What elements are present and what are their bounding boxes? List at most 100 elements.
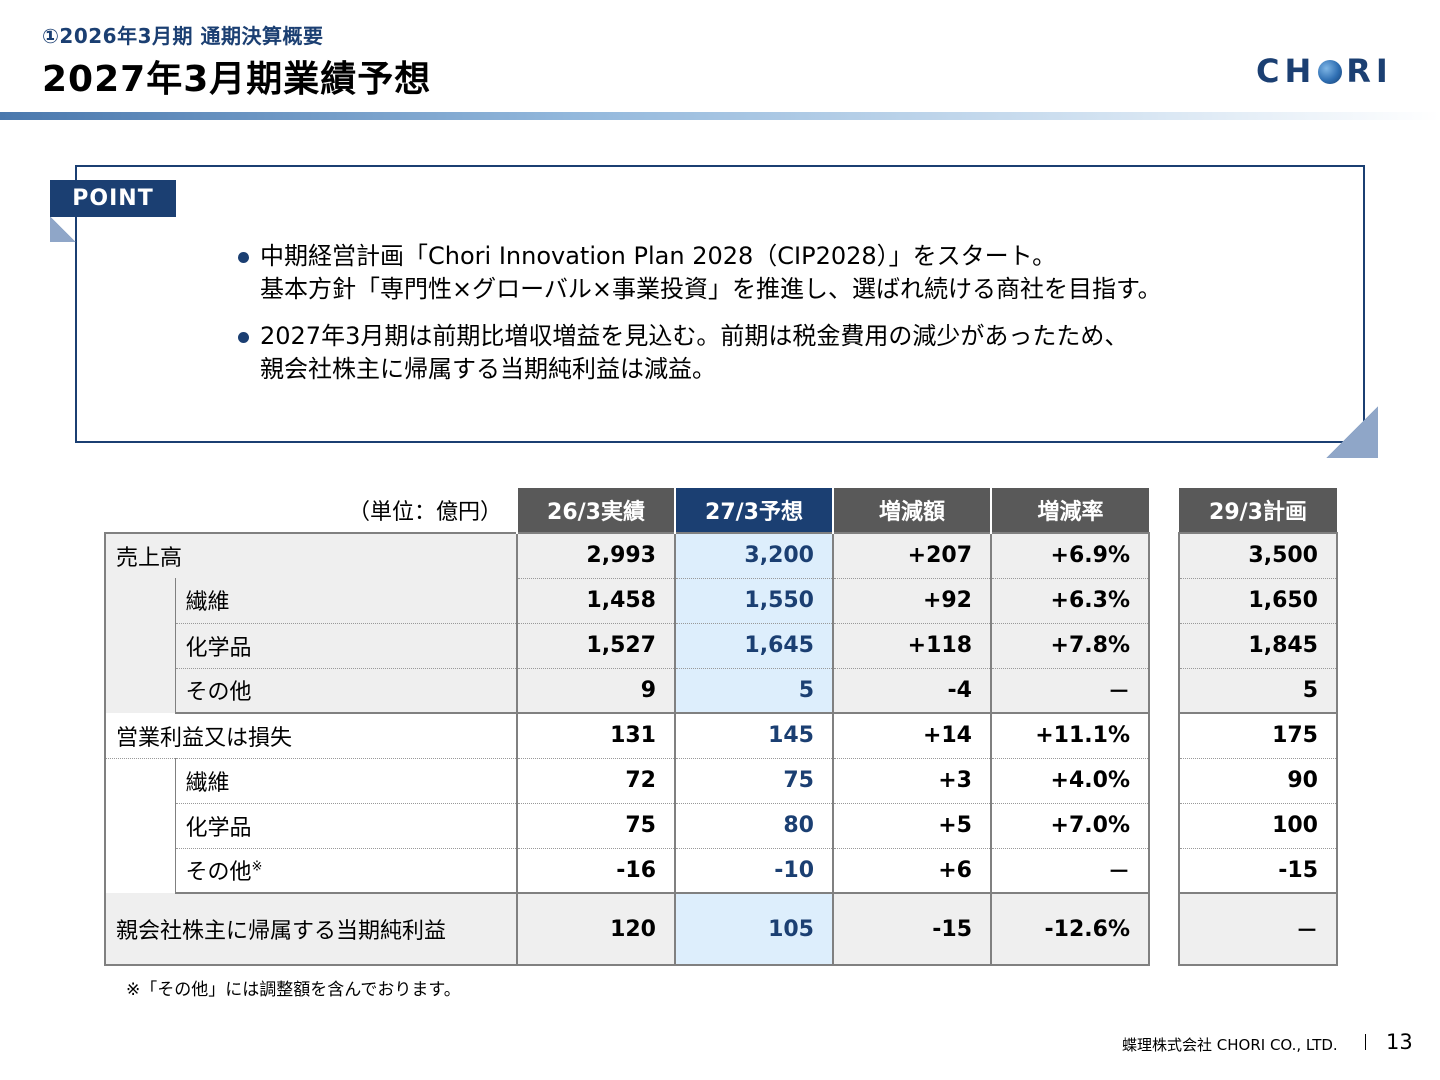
row-label: 売上高 — [104, 532, 518, 578]
logo-text-right: RI — [1346, 52, 1393, 90]
globe-icon — [1318, 60, 1343, 84]
row-label: 繊維 — [174, 578, 518, 624]
row-label: 化学品 — [174, 623, 518, 669]
cell: 75 — [675, 758, 834, 804]
cell: 3,500 — [1178, 532, 1338, 579]
row-label-text: その他 — [185, 860, 252, 886]
cell: 131 — [517, 713, 676, 759]
cell: 120 — [517, 893, 676, 966]
cell: -4 — [833, 668, 992, 714]
footer-separator — [1365, 1034, 1366, 1050]
cell: 80 — [675, 803, 834, 849]
bullet-line: 中期経営計画「Chori Innovation Plan 2028（CIP202… — [260, 242, 1057, 270]
bullet-dot-icon — [238, 252, 249, 263]
cell: 1,650 — [1178, 578, 1338, 624]
row-label: 繊維 — [174, 758, 518, 804]
column-gap — [1149, 803, 1179, 848]
forecast-table: （単位：億円） 26/3実績 27/3予想 増減額 増減率 29/3計画 売上高… — [104, 488, 1338, 966]
bullet-line: 2027年3月期は前期比増収増益を見込む。前期は税金費用の減少があったため、 — [260, 322, 1129, 350]
cell: 2,993 — [517, 532, 676, 579]
cell: 5 — [1178, 668, 1338, 714]
bullet-line: 親会社株主に帰属する当期純利益は減益。 — [260, 355, 716, 383]
cell: +118 — [833, 623, 992, 669]
cell: 5 — [675, 668, 834, 714]
table-header-row: （単位：億円） 26/3実績 27/3予想 増減額 増減率 29/3計画 — [105, 488, 1337, 533]
column-gap — [1149, 623, 1179, 668]
cell: 175 — [1178, 713, 1338, 759]
section-subtitle: ①2026年3月期 通期決算概要 — [42, 24, 324, 48]
bullet-item: 2027年3月期は前期比増収増益を見込む。前期は税金費用の減少があったため、 親… — [238, 320, 1318, 386]
cell: -10 — [675, 848, 834, 894]
cell: +14 — [833, 713, 992, 759]
point-corner-decoration — [1326, 406, 1378, 458]
cell: 9 — [517, 668, 676, 714]
column-gap — [1149, 578, 1179, 623]
col-header: 増減額 — [832, 488, 991, 533]
point-box — [75, 165, 1365, 443]
page-number: 13 — [1386, 1030, 1413, 1054]
cell: 145 — [675, 713, 834, 759]
cell: -12.6% — [991, 893, 1150, 966]
point-bullets: 中期経営計画「Chori Innovation Plan 2028（CIP202… — [238, 240, 1318, 400]
column-gap — [1149, 668, 1179, 713]
row-label: 親会社株主に帰属する当期純利益 — [104, 893, 518, 966]
row-label: 営業利益又は損失 — [104, 713, 518, 759]
point-label-fold — [50, 216, 76, 242]
cell: -15 — [833, 893, 992, 966]
cell: 1,845 — [1178, 623, 1338, 669]
table-row: 化学品 1,527 1,645 +118 +7.8% 1,845 — [105, 623, 1338, 669]
cell: 1,550 — [675, 578, 834, 624]
row-label: 化学品 — [174, 803, 518, 849]
unit-label: （単位：億円） — [105, 488, 517, 533]
row-label: その他※ — [174, 848, 518, 894]
table-row: その他※ -16 -10 +6 － -15 — [105, 848, 1338, 894]
cell: 105 — [675, 893, 834, 966]
cell: +6.3% — [991, 578, 1150, 624]
cell: 1,458 — [517, 578, 676, 624]
cell: +11.1% — [991, 713, 1150, 759]
bullet-dot-icon — [238, 332, 249, 343]
cell: +7.0% — [991, 803, 1150, 849]
bullet-line: 基本方針「専門性×グローバル×事業投資」を推進し、選ばれ続ける商社を目指す。 — [260, 275, 1162, 303]
cell: 1,645 — [675, 623, 834, 669]
column-gap — [1149, 893, 1179, 965]
cell: 100 — [1178, 803, 1338, 849]
row-label: その他 — [174, 668, 518, 714]
table-row: 売上高 2,993 3,200 +207 +6.9% 3,500 — [104, 532, 1338, 579]
footer-company: 蝶理株式会社 CHORI CO., LTD. — [1122, 1036, 1338, 1054]
cell: -16 — [517, 848, 676, 894]
header-gradient-bar — [0, 112, 1440, 120]
cell: +7.8% — [991, 623, 1150, 669]
note-mark: ※ — [251, 859, 263, 875]
cell: +5 — [833, 803, 992, 849]
table-row: 親会社株主に帰属する当期純利益 120 105 -15 -12.6% － — [104, 893, 1338, 966]
cell: +4.0% — [991, 758, 1150, 804]
table-row: 化学品 75 80 +5 +7.0% 100 — [105, 803, 1338, 849]
cell: 75 — [517, 803, 676, 849]
col-header: 26/3実績 — [516, 488, 675, 533]
table-row: 繊維 1,458 1,550 +92 +6.3% 1,650 — [104, 578, 1338, 713]
cell: -15 — [1178, 848, 1338, 894]
row-indent — [104, 758, 175, 893]
col-header: 増減率 — [990, 488, 1149, 533]
cell: +6 — [833, 848, 992, 894]
column-gap — [1149, 713, 1179, 758]
page-title: 2027年3月期業績予想 — [42, 59, 432, 100]
footnote: ※「その他」には調整額を含んでおります。 — [126, 980, 461, 1000]
cell: 90 — [1178, 758, 1338, 804]
row-indent — [104, 578, 175, 713]
column-gap — [1149, 488, 1179, 533]
column-gap — [1149, 758, 1179, 803]
chori-logo: CH RI — [1256, 52, 1393, 90]
column-gap — [1149, 533, 1179, 578]
table-row: 繊維 72 75 +3 +4.0% 90 — [104, 758, 1338, 893]
cell: － — [1178, 893, 1338, 966]
cell: － — [991, 848, 1150, 894]
logo-text-left: CH — [1256, 52, 1317, 90]
col-header: 27/3予想 — [674, 488, 833, 533]
bullet-item: 中期経営計画「Chori Innovation Plan 2028（CIP202… — [238, 240, 1318, 306]
cell: +6.9% — [991, 532, 1150, 579]
cell: 1,527 — [517, 623, 676, 669]
cell: 72 — [517, 758, 676, 804]
table-row: 営業利益又は損失 131 145 +14 +11.1% 175 — [104, 713, 1338, 759]
